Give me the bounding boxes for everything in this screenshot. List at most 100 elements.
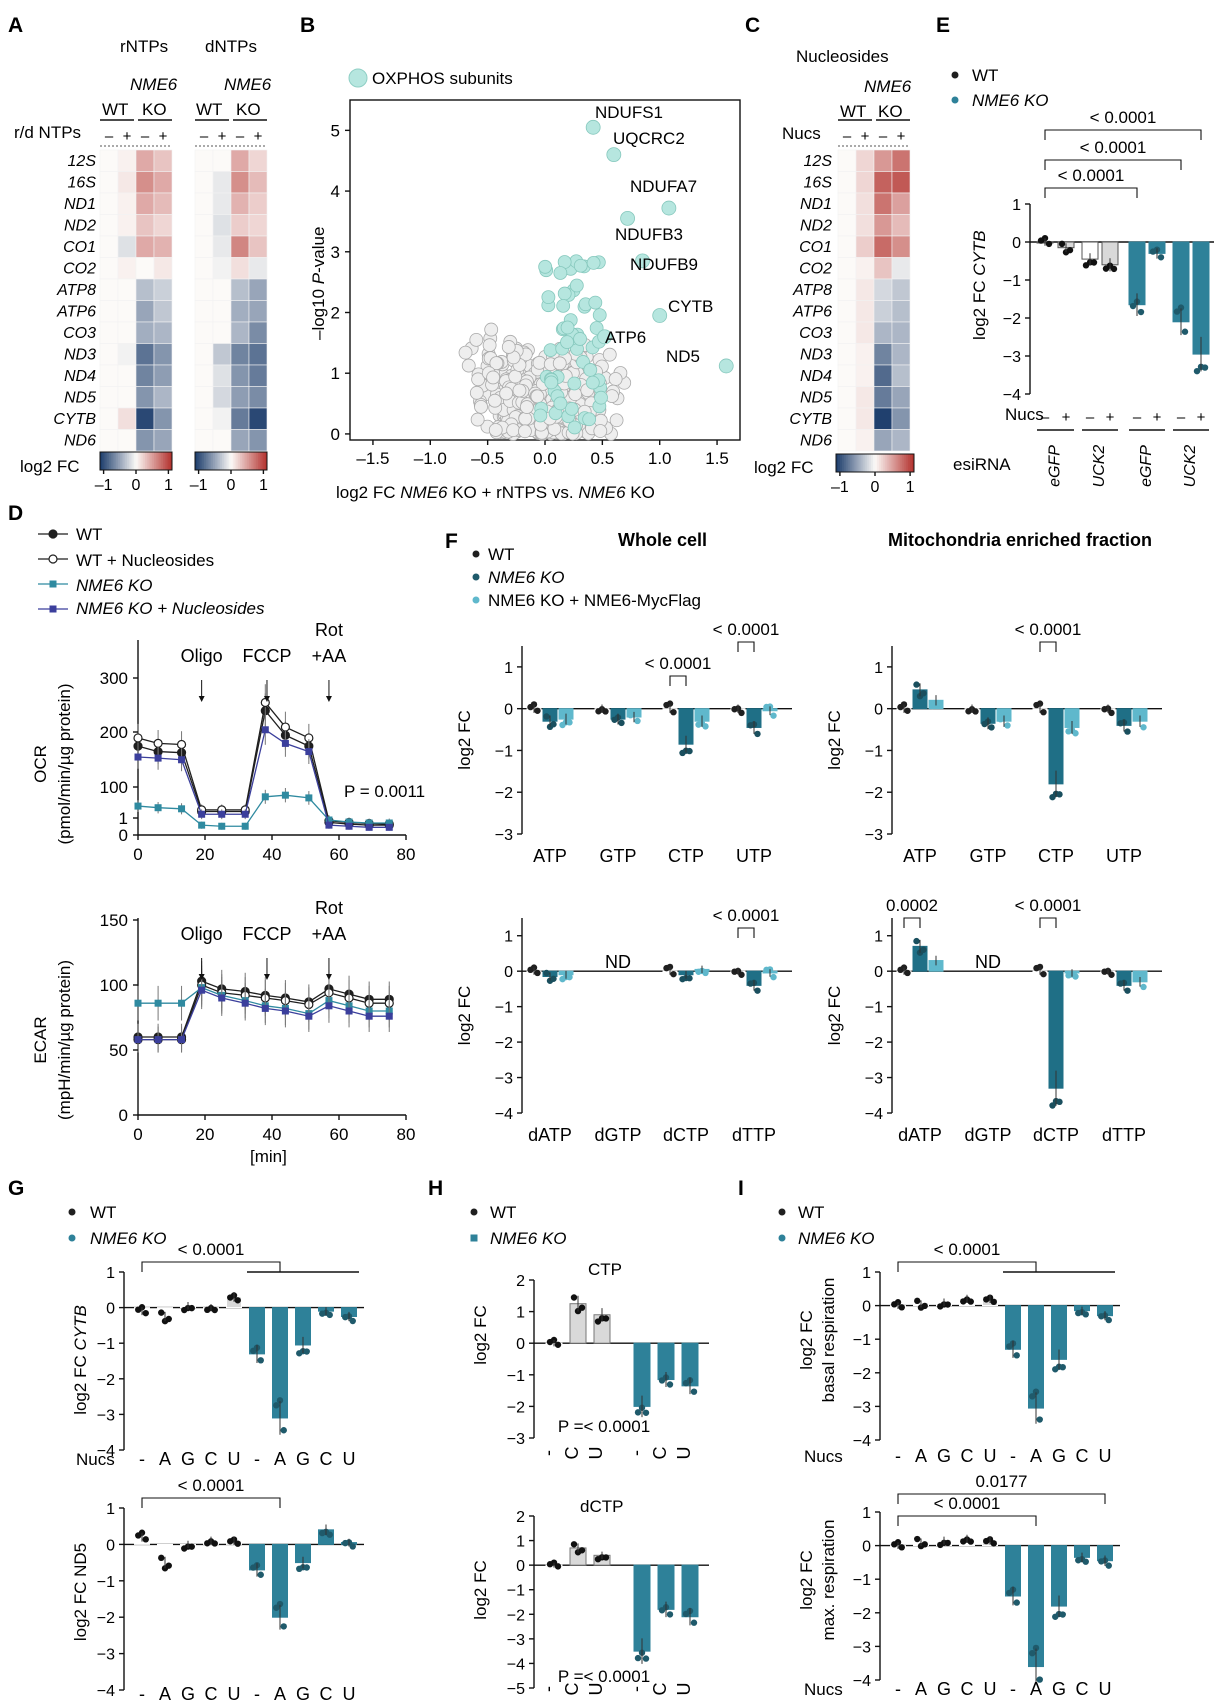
- d-ocr-xticklabel-4: 80: [397, 845, 416, 864]
- g-cytb-yticklabel--2: −2: [97, 1372, 115, 1389]
- e-rna-label: esiRNA: [953, 455, 1011, 474]
- panel-label-c: C: [745, 14, 760, 37]
- f-mito-rntp-yticklabel-1: 1: [874, 660, 883, 677]
- c-heatmap-cell-r11-c0: [837, 386, 857, 409]
- b-point-label-5: CYTB: [668, 297, 713, 316]
- a-rntp-heatmap-cell-r12-c2: [135, 407, 155, 430]
- f-legend-dot-wt: [472, 550, 480, 558]
- d-ecar-yticklabel-1: 50: [109, 1041, 128, 1060]
- a-gene-12S: 12S: [68, 153, 97, 170]
- a-dntp-heatmap-cell-r5-c2: [230, 257, 250, 280]
- d-legend-wt-nucs: WT + Nucleosides: [76, 551, 214, 570]
- b-protein-point: [461, 358, 476, 373]
- a-ko-left: KO: [142, 100, 167, 119]
- g-nd5-bar-9-dot-2: [349, 1543, 356, 1550]
- c-colorbar-seg-2: [839, 454, 843, 472]
- f-whole-rntp-bar-2-dot-2: [566, 719, 573, 726]
- h-dctp-yticklabel--3: −3: [507, 1632, 525, 1649]
- c-heatmap-cell-r10-c2: [873, 364, 893, 387]
- a-dntp-heatmap-cell-r5-c3: [248, 257, 268, 280]
- b-protein-point: [488, 423, 503, 437]
- a-colorbar-right-seg-34: [256, 452, 259, 470]
- a-colorbar-right-seg-19: [229, 452, 232, 470]
- b-point-label-2: NDUFA7: [630, 177, 697, 196]
- e-chart-bar-7-dot-0: [1193, 367, 1201, 375]
- b-point-label-3: NDUFB3: [615, 225, 683, 244]
- a-rntp-heatmap-cell-r6-c3: [153, 278, 173, 301]
- b-point-label-4: NDUFB9: [630, 255, 698, 274]
- a-colorbar-right-seg-26: [241, 452, 245, 470]
- f-whole-dntp-yticklabel--3: −3: [495, 1071, 513, 1088]
- e-ylabel-a: log2 FC: [970, 276, 989, 340]
- a-dntp-heatmap-cell-r2-c3: [248, 192, 268, 215]
- b-yticklabel-4: 4: [331, 182, 340, 201]
- a-dntp-heatmap-cell-r10-c0: [194, 364, 214, 387]
- c-colorbar-seg-6: [847, 454, 851, 472]
- f-mito-dntp-bar-9-dot-2: [1108, 971, 1115, 978]
- a-dntp-heatmap-cell-r3-c1: [212, 214, 232, 237]
- i-max-cat-1: A: [915, 1679, 927, 1699]
- f-whole-rntp-bar-7-dot-2: [686, 747, 693, 755]
- b-xticklabel-4: 0.5: [591, 449, 615, 468]
- e-chart-bar-0-dot-2: [1045, 240, 1053, 248]
- a-rntp-heatmap-cell-r3-c1: [117, 214, 137, 237]
- c-heatmap-cell-r6-c3: [891, 278, 911, 301]
- f-whole-rntp-bar-1-dot-2: [550, 721, 557, 728]
- b-protein-point: [499, 386, 514, 401]
- b-oxphos-point: [594, 390, 608, 405]
- e-treat-6: –: [1177, 409, 1186, 426]
- h-dctp-cat-0: -: [538, 1686, 558, 1692]
- g-cytb-bar-0-dot-2: [142, 1309, 149, 1317]
- d-ocr-series-3-point-6: [261, 726, 269, 734]
- c-heatmap-cell-r7-c0: [837, 300, 857, 323]
- g-cytb-bar-2-dot-2: [188, 1304, 195, 1312]
- a-gene-ND2: ND2: [64, 218, 96, 235]
- c-heatmap-cell-r2-c3: [891, 192, 911, 215]
- c-heatmap-cell-r8-c1: [855, 321, 875, 344]
- g-nd5-bar-6-dot-1: [276, 1600, 284, 1608]
- h-dctp-bar-1-dot-2: [578, 1547, 586, 1554]
- i-max-yticklabel-0: 0: [862, 1539, 871, 1556]
- i-bracket-bottom-0001-label: < 0.0001: [934, 1494, 1001, 1513]
- a-gene-left: NME6: [130, 75, 178, 94]
- a-colorbar-left-seg-39: [170, 452, 173, 470]
- b-oxphos-point: [582, 412, 597, 427]
- h-ctp-yticklabel--1: −1: [507, 1368, 525, 1385]
- f-bracket-ctp-label: < 0.0001: [645, 654, 712, 673]
- f-legend-rescue: NME6 KO + NME6-MycFlag: [488, 591, 701, 610]
- i-basal-yticklabel--2: −2: [853, 1366, 871, 1383]
- d-ecar-series-3-point-8: [305, 1012, 313, 1020]
- b-protein-point: [518, 424, 532, 439]
- b-oxphos-point: [588, 295, 603, 310]
- a-gene-ND4: ND4: [64, 368, 96, 385]
- g-nd5-cat-7: G: [296, 1684, 310, 1702]
- a-dntp-heatmap-cell-r3-c3: [248, 214, 268, 237]
- h-dctp-yticklabel--1: −1: [507, 1583, 525, 1600]
- b-oxphos-labelled-point-4: [635, 253, 650, 269]
- i-basal-cat-7: G: [1052, 1446, 1066, 1466]
- a-colorbar-left-seg-1: [101, 452, 105, 470]
- a-colorbar-right-seg-29: [247, 452, 250, 470]
- i-bracket-top-label: < 0.0001: [934, 1240, 1001, 1259]
- d-ocr-series-3-point-0: [134, 753, 142, 761]
- a-colorbar-right-seg-28: [245, 452, 248, 470]
- h-dctp-bar-3: [633, 1564, 651, 1652]
- i-basal-cat-5: -: [1010, 1446, 1016, 1466]
- a-dntp-heatmap-cell-r0-c2: [230, 149, 250, 172]
- e-chart-bar-1-dot-2: [1066, 246, 1074, 254]
- f-mito-rntp-bar-6-dot-1: [1036, 700, 1044, 707]
- b-point-label-0: NDUFS1: [595, 103, 663, 122]
- c-heatmap-cell-r11-c1: [855, 386, 875, 409]
- b-protein-point: [484, 322, 499, 337]
- f-whole-rntp-bar-9-dot-2: [738, 709, 745, 717]
- c-scale-label: log2 FC: [754, 458, 814, 477]
- i-basal-bar-6-dot-0: [1029, 1393, 1036, 1400]
- i-basal-yticklabel--3: −3: [853, 1399, 871, 1416]
- e-bracket-0: [1044, 187, 1138, 198]
- a-colorbar-left-seg-9: [116, 452, 119, 470]
- a-colorbar-left-seg-22: [139, 452, 142, 470]
- g-cytb-bar-6-dot-1: [276, 1397, 284, 1404]
- a-dntp-heatmap-cell-r6-c2: [230, 278, 250, 301]
- a-row-label: r/d NTPs: [14, 123, 81, 142]
- f-bracket-mito-datp: [903, 917, 921, 928]
